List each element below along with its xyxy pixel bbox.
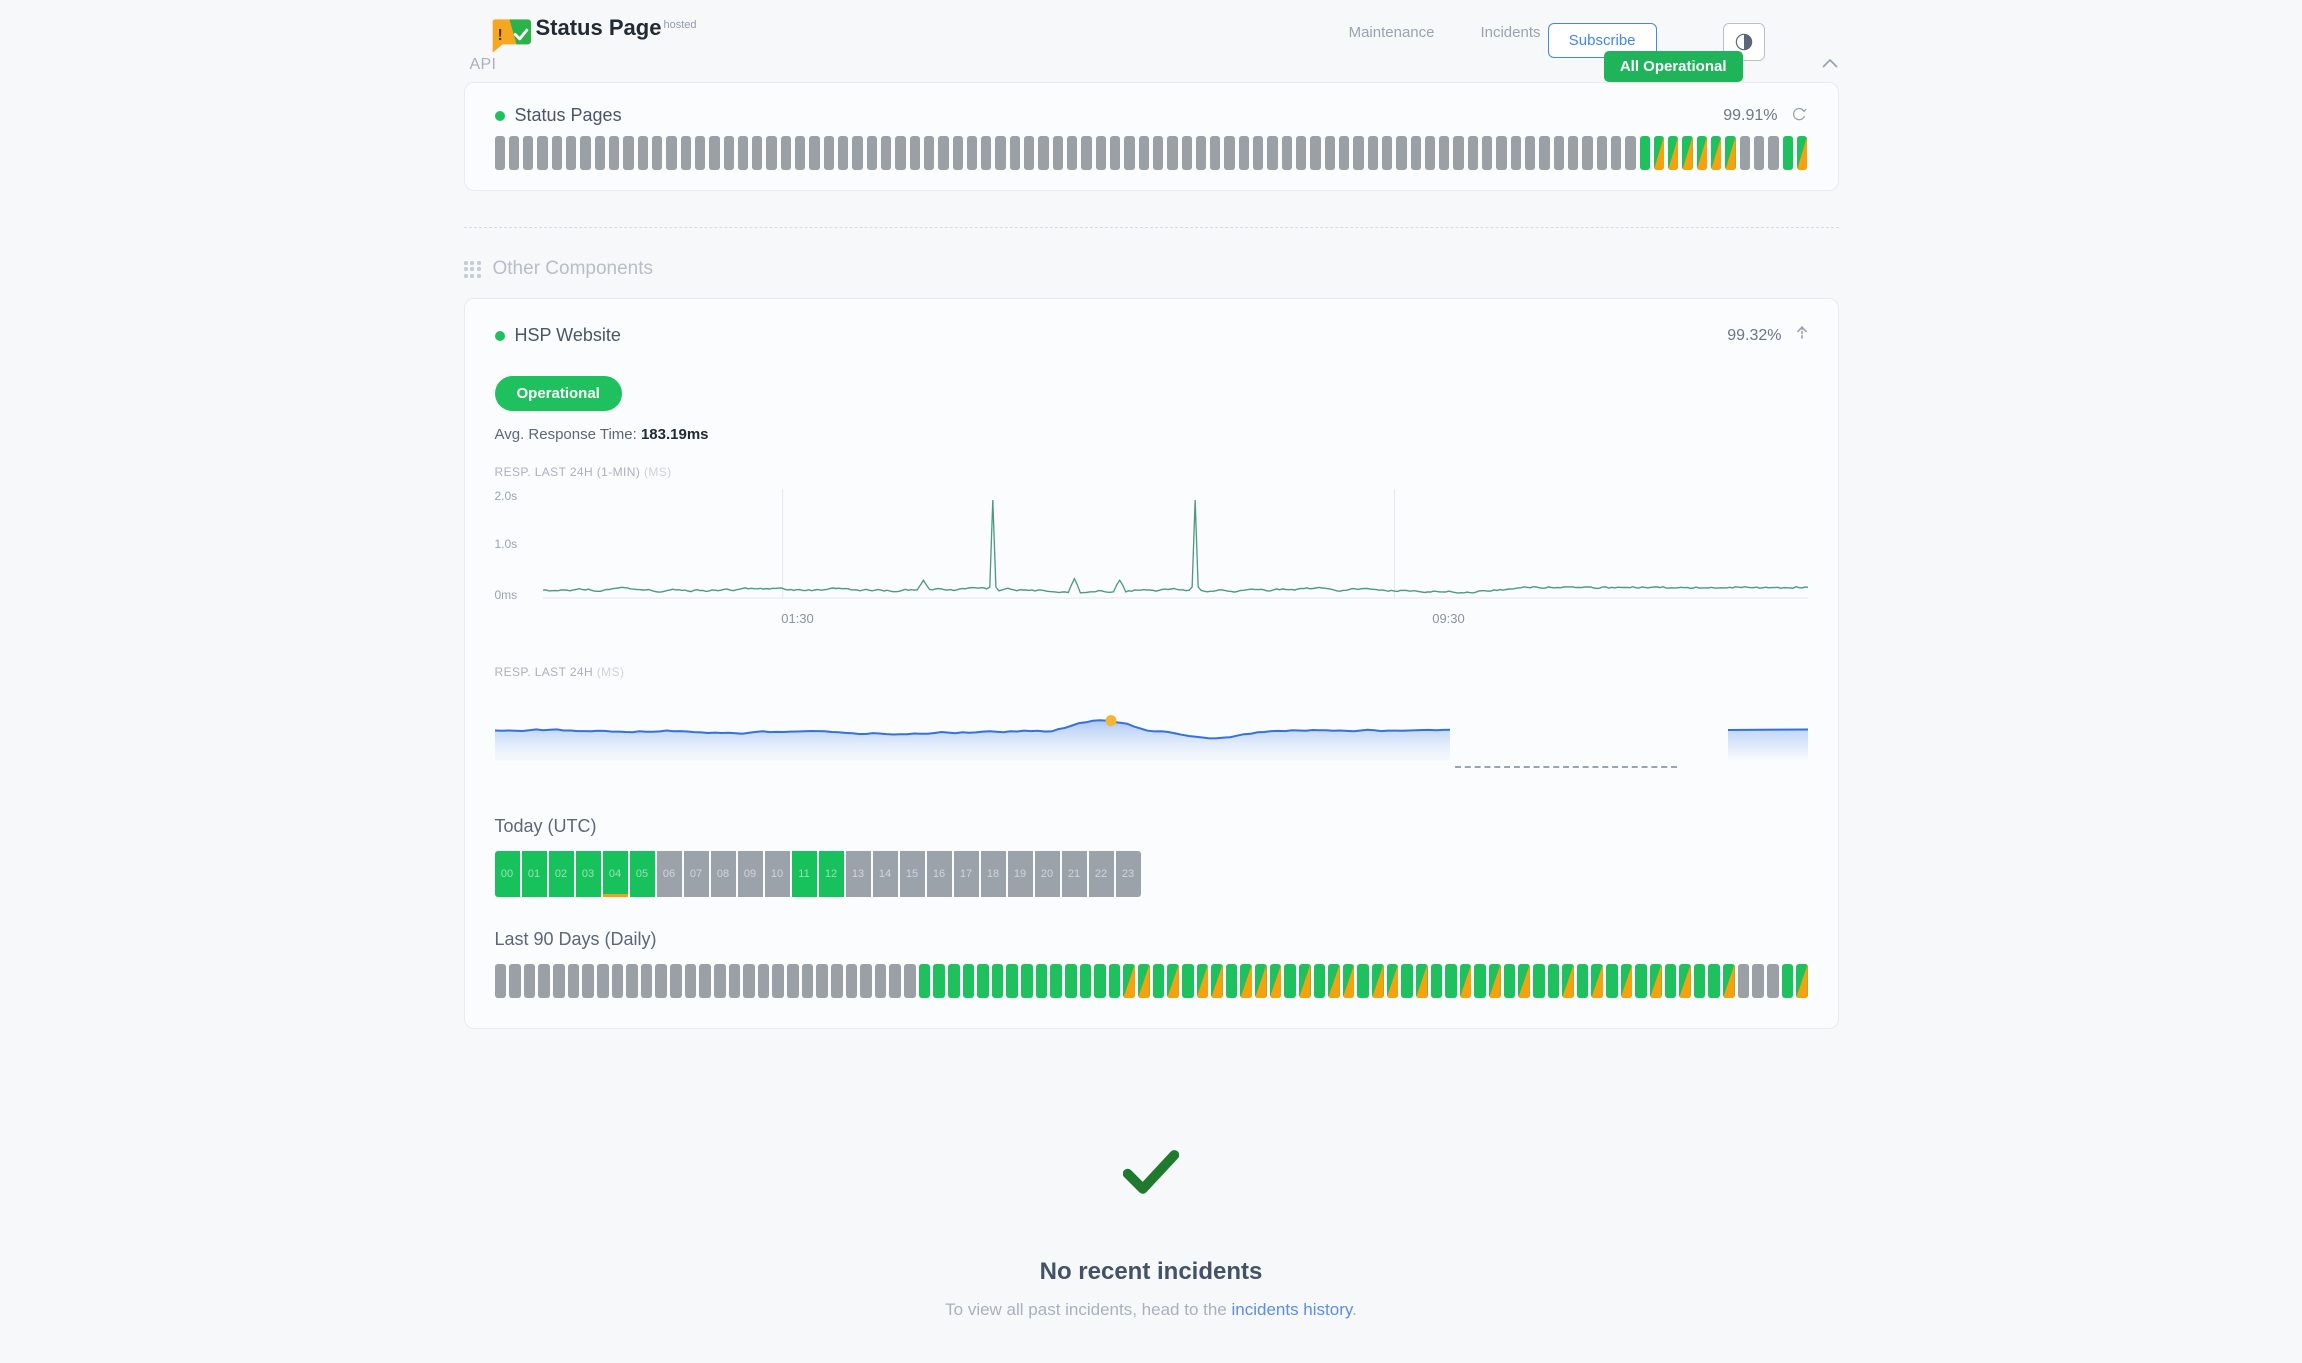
svg-text:!: !	[497, 27, 502, 44]
